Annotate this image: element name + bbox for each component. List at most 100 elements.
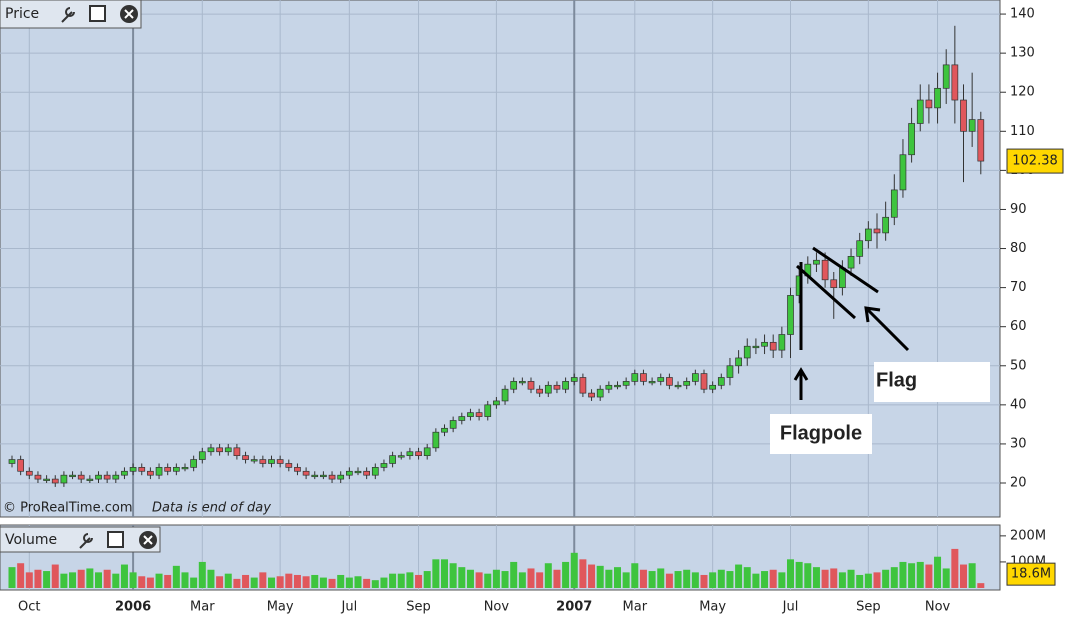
volume-bar <box>475 572 483 588</box>
annotation: Flag <box>876 369 917 391</box>
volume-bar <box>484 573 492 588</box>
window-icon[interactable] <box>107 531 124 548</box>
volume-bar <box>406 572 414 588</box>
volume-bar <box>804 563 812 588</box>
volume-bar <box>423 571 431 588</box>
candle-body <box>77 474 85 480</box>
annotation-box <box>770 414 872 454</box>
candle-body <box>34 474 42 480</box>
flagpole-arrow <box>793 367 809 400</box>
candle-body <box>934 87 941 109</box>
annotation: Flagpole <box>780 422 862 444</box>
candle-body <box>43 478 50 481</box>
candle-body <box>8 459 16 464</box>
candle-body <box>856 240 864 257</box>
volume-bar <box>34 569 42 588</box>
volume-bar <box>60 573 68 588</box>
x-tick-label: Sep <box>856 600 881 615</box>
candle-body <box>553 384 561 390</box>
y-tick-label: 140 <box>1010 7 1035 22</box>
x-tick-label: Nov <box>484 600 510 615</box>
candle-body <box>510 381 518 390</box>
y-tick-label: 80 <box>1010 241 1027 256</box>
candle-body <box>864 228 872 242</box>
volume-bar <box>838 572 846 588</box>
candle-body <box>588 392 595 398</box>
y-tick-label: 120 <box>1010 85 1035 100</box>
last-volume-box <box>1006 562 1056 586</box>
y-tick-label: 110 <box>1010 124 1035 139</box>
candle-body <box>103 474 111 480</box>
volume-bar <box>397 573 405 588</box>
candle-body <box>164 467 172 472</box>
volume-bar <box>120 564 128 588</box>
panel-title: Price <box>5 6 39 22</box>
settings-icon[interactable] <box>79 533 93 549</box>
volume-bar <box>207 569 215 588</box>
x-tick-label: Sep <box>406 600 431 615</box>
last-price-label: 102.38 <box>1012 154 1058 169</box>
flag-line <box>795 264 857 320</box>
candle-body <box>700 373 708 390</box>
candle-body <box>778 334 786 351</box>
candle-body <box>458 416 466 421</box>
candle-body <box>501 388 509 402</box>
candle-body <box>562 381 569 390</box>
candle-body <box>198 451 206 460</box>
volume-bar <box>639 569 647 588</box>
candle-body <box>960 99 967 132</box>
candle-body <box>155 467 163 476</box>
volume-bar <box>276 576 284 588</box>
candle-body <box>709 384 717 390</box>
volume-bar <box>441 559 448 588</box>
candle-body <box>666 377 673 386</box>
volume-bar <box>146 577 154 588</box>
volume-bar <box>752 573 760 588</box>
candle-body <box>475 412 483 417</box>
candle-body <box>86 478 94 481</box>
y-tick-label: 20 <box>1010 476 1027 491</box>
candle-body <box>596 388 604 398</box>
annotation-box <box>874 362 990 402</box>
close-icon-cross <box>124 9 134 19</box>
x-tick-label: May <box>699 600 726 615</box>
candle-body <box>138 467 146 472</box>
volume-bar <box>821 569 829 588</box>
window-icon[interactable] <box>89 5 106 22</box>
volume-bar <box>112 573 120 588</box>
x-tick-label: 2006 <box>115 600 151 615</box>
volume-bar <box>510 561 518 588</box>
candle-body <box>890 189 898 218</box>
volume-bar <box>648 571 656 588</box>
candle-body <box>518 381 526 384</box>
volume-bar <box>562 561 570 588</box>
volume-bar <box>908 563 916 588</box>
settings-icon[interactable] <box>61 7 75 23</box>
candle-body <box>614 384 621 388</box>
candle-body <box>95 474 102 480</box>
volume-bar <box>596 565 604 588</box>
volume-bar <box>17 563 25 588</box>
candle-body <box>493 400 500 406</box>
y-tick-label: 30 <box>1010 436 1027 451</box>
x-tick-label: May <box>267 600 294 615</box>
y-tick-label: 60 <box>1010 319 1027 334</box>
candle-body <box>441 427 448 433</box>
volume-bar <box>743 567 751 588</box>
candle-body <box>216 447 223 453</box>
volume-bar <box>665 573 673 588</box>
candle-body <box>484 404 492 417</box>
volume-bar <box>631 563 639 588</box>
volume-bar <box>761 571 769 588</box>
candle-body <box>51 478 59 484</box>
candle-body <box>397 455 405 458</box>
volume-bar <box>890 567 898 588</box>
candle-body <box>423 447 431 456</box>
volume-bar <box>302 576 310 588</box>
volume-bar <box>250 577 258 588</box>
volume-bar <box>155 573 163 588</box>
candle-body <box>363 470 370 476</box>
candle-body <box>190 459 197 468</box>
volume-bar <box>224 573 232 588</box>
